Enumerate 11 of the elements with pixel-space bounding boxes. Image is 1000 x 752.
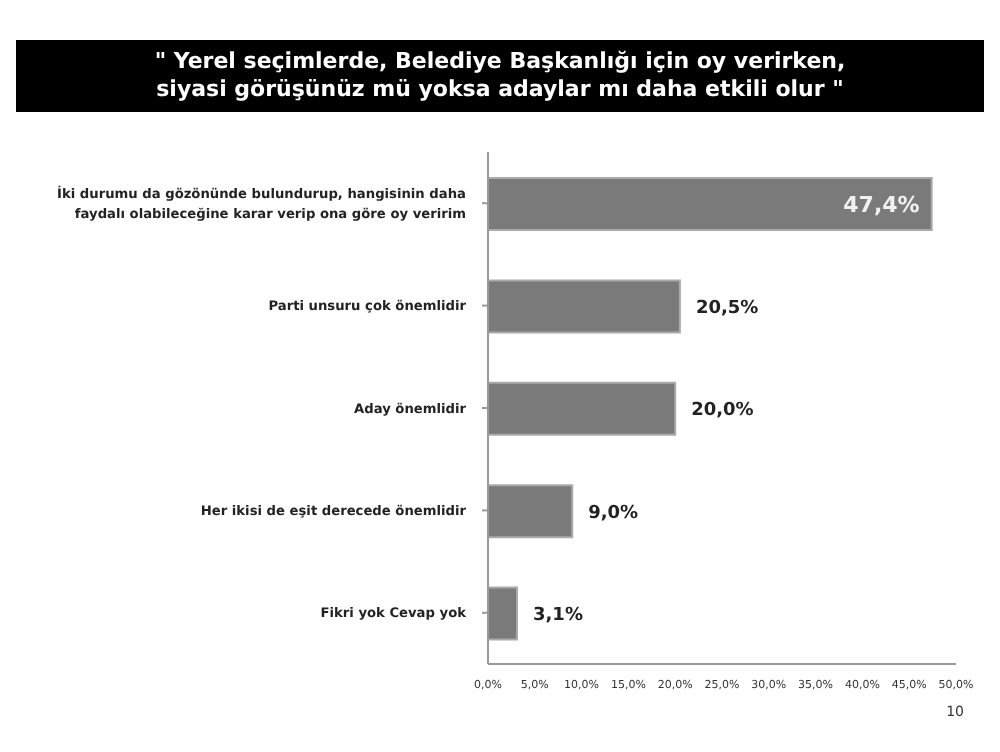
bar bbox=[488, 484, 574, 539]
bar bbox=[488, 586, 519, 641]
data-label: 9,0% bbox=[588, 503, 639, 524]
chart-title: " Yerel seçimlerde, Belediye Başkanlığı için oy verirken, siyasi görüşünüz mü yoksa adaylar mı daha etkili olur " bbox=[16, 40, 984, 112]
bar bbox=[488, 381, 677, 436]
data-label: 20,5% bbox=[695, 298, 759, 319]
bar bbox=[488, 279, 681, 334]
bar bbox=[488, 177, 933, 231]
data-label: 20,0% bbox=[691, 401, 754, 422]
data-label: 47,4% bbox=[843, 191, 920, 218]
data-label: 3,1% bbox=[533, 605, 583, 626]
